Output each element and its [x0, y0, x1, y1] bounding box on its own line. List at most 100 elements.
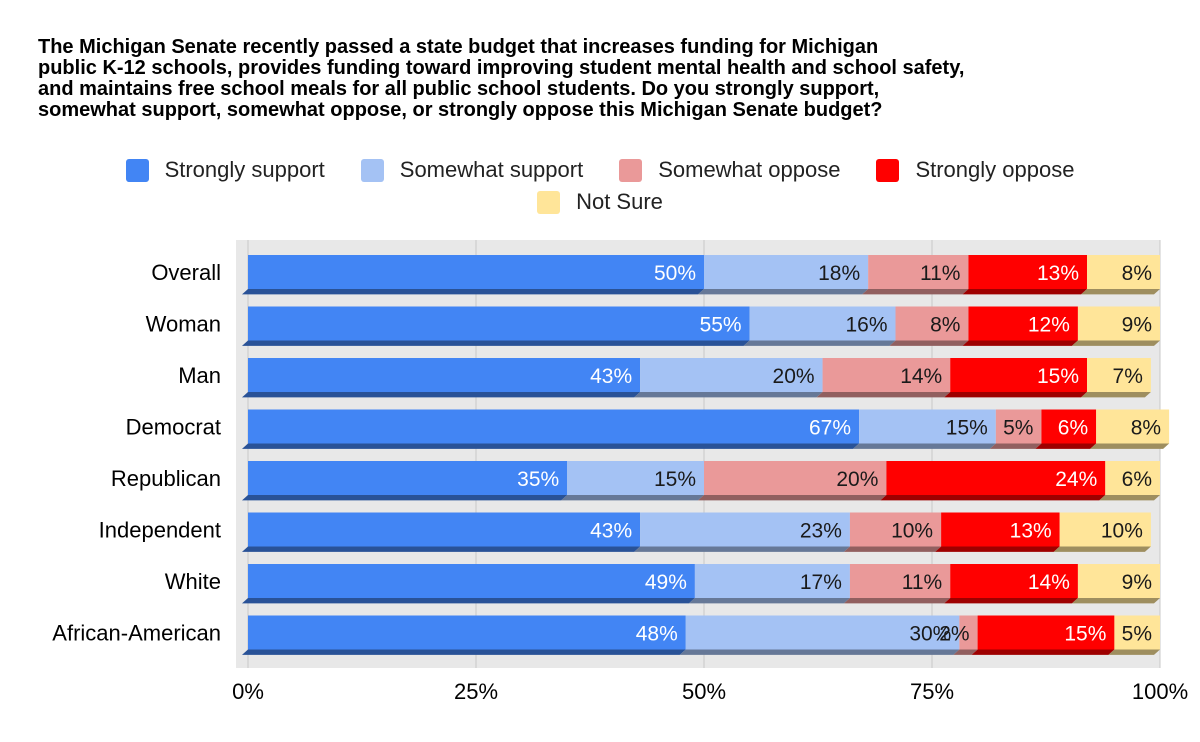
bar-segment-shadow	[935, 546, 1060, 552]
bar-segment	[248, 255, 704, 289]
bar-segment-shadow	[1108, 649, 1160, 655]
bar-segment	[640, 512, 850, 547]
bar-segment	[248, 615, 686, 650]
bar-value-label: 9%	[1122, 314, 1152, 337]
bar-value-label: 14%	[1028, 571, 1070, 594]
bar-value-label: 6%	[1058, 417, 1088, 440]
bar-segment	[895, 306, 969, 341]
category-label: African-American	[52, 621, 221, 646]
bar-value-label: 15%	[1037, 365, 1079, 388]
legend-swatch-strongly-oppose	[876, 158, 900, 182]
bar-segment-shadow	[634, 392, 823, 398]
bar-value-label: 23%	[800, 520, 842, 543]
bar-value-label: 7%	[1113, 365, 1143, 388]
bar-segment	[567, 461, 704, 495]
bar-segment-shadow	[698, 289, 869, 295]
category-label: Overall	[151, 260, 221, 285]
bar-value-label: 20%	[773, 365, 815, 388]
legend-row-2: Not Sure	[0, 186, 1200, 218]
bar-value-label: 9%	[1122, 571, 1152, 594]
x-tick-label: 25%	[454, 679, 498, 704]
bar-segment-shadow	[962, 340, 1078, 346]
bar-value-label: 18%	[818, 262, 860, 285]
bar-segment	[859, 409, 996, 444]
x-tick-label: 100%	[1132, 679, 1188, 704]
bar-value-label: 10%	[1101, 520, 1143, 543]
bar-segment	[248, 461, 568, 495]
bar-segment	[822, 358, 951, 392]
bar-value-label: 8%	[930, 314, 960, 337]
bar-segment-shadow	[1071, 340, 1160, 346]
bar-segment	[1087, 358, 1151, 392]
bar-value-label: 10%	[891, 520, 933, 543]
bar-segment-shadow	[242, 495, 568, 501]
bar-segment	[995, 409, 1042, 444]
bar-value-label: 30%	[909, 623, 951, 646]
bar-segment-shadow	[743, 340, 896, 346]
bar-segment	[248, 306, 750, 341]
bar-segment	[685, 615, 960, 650]
bar-segment	[1105, 461, 1160, 495]
bar-value-label: 49%	[645, 571, 687, 594]
bar-segment-shadow	[561, 495, 704, 501]
bar-value-label: 20%	[836, 468, 878, 491]
x-tick-label: 0%	[232, 679, 264, 704]
bar-segment-shadow	[816, 392, 951, 398]
bar-value-label: 15%	[946, 417, 988, 440]
bar-segment	[886, 461, 1106, 495]
bar-segment-shadow	[989, 443, 1042, 449]
bar-value-label: 67%	[809, 417, 851, 440]
bar-segment-shadow	[242, 546, 641, 552]
bar-value-label: 13%	[1037, 262, 1079, 285]
legend-label-strongly-support: Strongly support	[164, 157, 325, 182]
bar-segment	[1087, 255, 1160, 289]
bar-segment	[1059, 512, 1151, 547]
bar-segment	[849, 512, 942, 547]
bar-segment	[1077, 564, 1160, 598]
bar-segment	[941, 512, 1060, 547]
bar-segment	[968, 255, 1088, 289]
bar-value-label: 8%	[1122, 262, 1152, 285]
bar-value-label: 6%	[1122, 468, 1152, 491]
legend-label-somewhat-support: Somewhat support	[399, 157, 584, 182]
bar-segment	[1096, 409, 1170, 444]
bar-segment	[950, 564, 1078, 598]
bar-segment	[950, 358, 1088, 392]
legend: Strongly support Somewhat support Somewh…	[0, 154, 1200, 218]
bar-segment-shadow	[698, 495, 887, 501]
bar-segment-shadow	[242, 598, 695, 604]
bar-segment	[959, 615, 978, 650]
legend-swatch-not-sure	[537, 190, 561, 214]
category-label: Independent	[99, 518, 221, 543]
bar-segment	[968, 306, 1078, 341]
bar-segment-shadow	[944, 392, 1088, 398]
bar-value-label: 2%	[939, 623, 969, 646]
bar-value-label: 15%	[1064, 623, 1106, 646]
bar-segment-shadow	[1035, 443, 1097, 449]
bar-value-label: 48%	[636, 623, 678, 646]
bar-segment-shadow	[1081, 392, 1151, 398]
bar-segment	[1041, 409, 1097, 444]
legend-swatch-strongly-support	[125, 158, 149, 182]
bar-segment-shadow	[962, 289, 1088, 295]
bar-value-label: 55%	[700, 314, 742, 337]
x-tick-label: 75%	[910, 679, 954, 704]
chart-title: The Michigan Senate recently passed a st…	[38, 36, 965, 121]
bar-segment	[1077, 306, 1160, 341]
bar-value-label: 13%	[1010, 520, 1052, 543]
bar-segment	[977, 615, 1115, 650]
bar-segment	[640, 358, 823, 392]
legend-entry-strongly-oppose: Strongly oppose	[876, 157, 1074, 183]
legend-swatch-somewhat-oppose	[619, 158, 643, 182]
bar-segment	[248, 409, 860, 444]
bar-segment	[248, 358, 641, 392]
bar-segment-shadow	[971, 649, 1115, 655]
category-label: Woman	[146, 312, 221, 337]
bar-segment-shadow	[242, 443, 860, 449]
bar-segment-shadow	[679, 649, 960, 655]
legend-entry-not-sure: Not Sure	[537, 189, 663, 215]
legend-label-not-sure: Not Sure	[576, 189, 663, 214]
bar-segment-shadow	[862, 289, 969, 295]
legend-label-strongly-oppose: Strongly oppose	[915, 157, 1075, 182]
bar-segment-shadow	[242, 340, 750, 346]
